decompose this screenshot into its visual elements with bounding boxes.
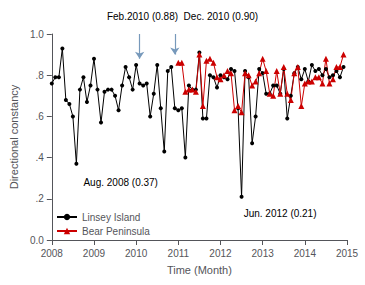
svg-text:2009: 2009: [83, 248, 106, 259]
svg-text:2008: 2008: [41, 248, 64, 259]
svg-text:2012: 2012: [209, 248, 232, 259]
svg-text:2013: 2013: [252, 248, 275, 259]
svg-text:Linsey Island: Linsey Island: [82, 212, 140, 223]
svg-text:.4: .4: [35, 152, 44, 163]
svg-text:Aug. 2008 (0.37): Aug. 2008 (0.37): [83, 177, 158, 188]
svg-text:2015: 2015: [336, 248, 359, 259]
svg-text:.2: .2: [35, 193, 44, 204]
svg-text:.6: .6: [35, 111, 44, 122]
svg-text:Bear Peninsula: Bear Peninsula: [82, 226, 150, 237]
svg-text:Directional constancy: Directional constancy: [8, 84, 20, 189]
svg-text:2014: 2014: [294, 248, 317, 259]
svg-text:2011: 2011: [168, 248, 190, 259]
svg-text:1.0: 1.0: [30, 29, 44, 40]
svg-text:0.0: 0.0: [30, 235, 44, 246]
svg-text:2010: 2010: [125, 248, 148, 259]
svg-text:.8: .8: [35, 70, 44, 81]
svg-text:Feb.2010 (0.88) Dec. 2010 (0.: Feb.2010 (0.88) Dec. 2010 (0.90): [107, 11, 258, 22]
svg-text:Time (Month): Time (Month): [167, 264, 232, 276]
svg-text:Jun. 2012 (0.21): Jun. 2012 (0.21): [244, 208, 317, 219]
